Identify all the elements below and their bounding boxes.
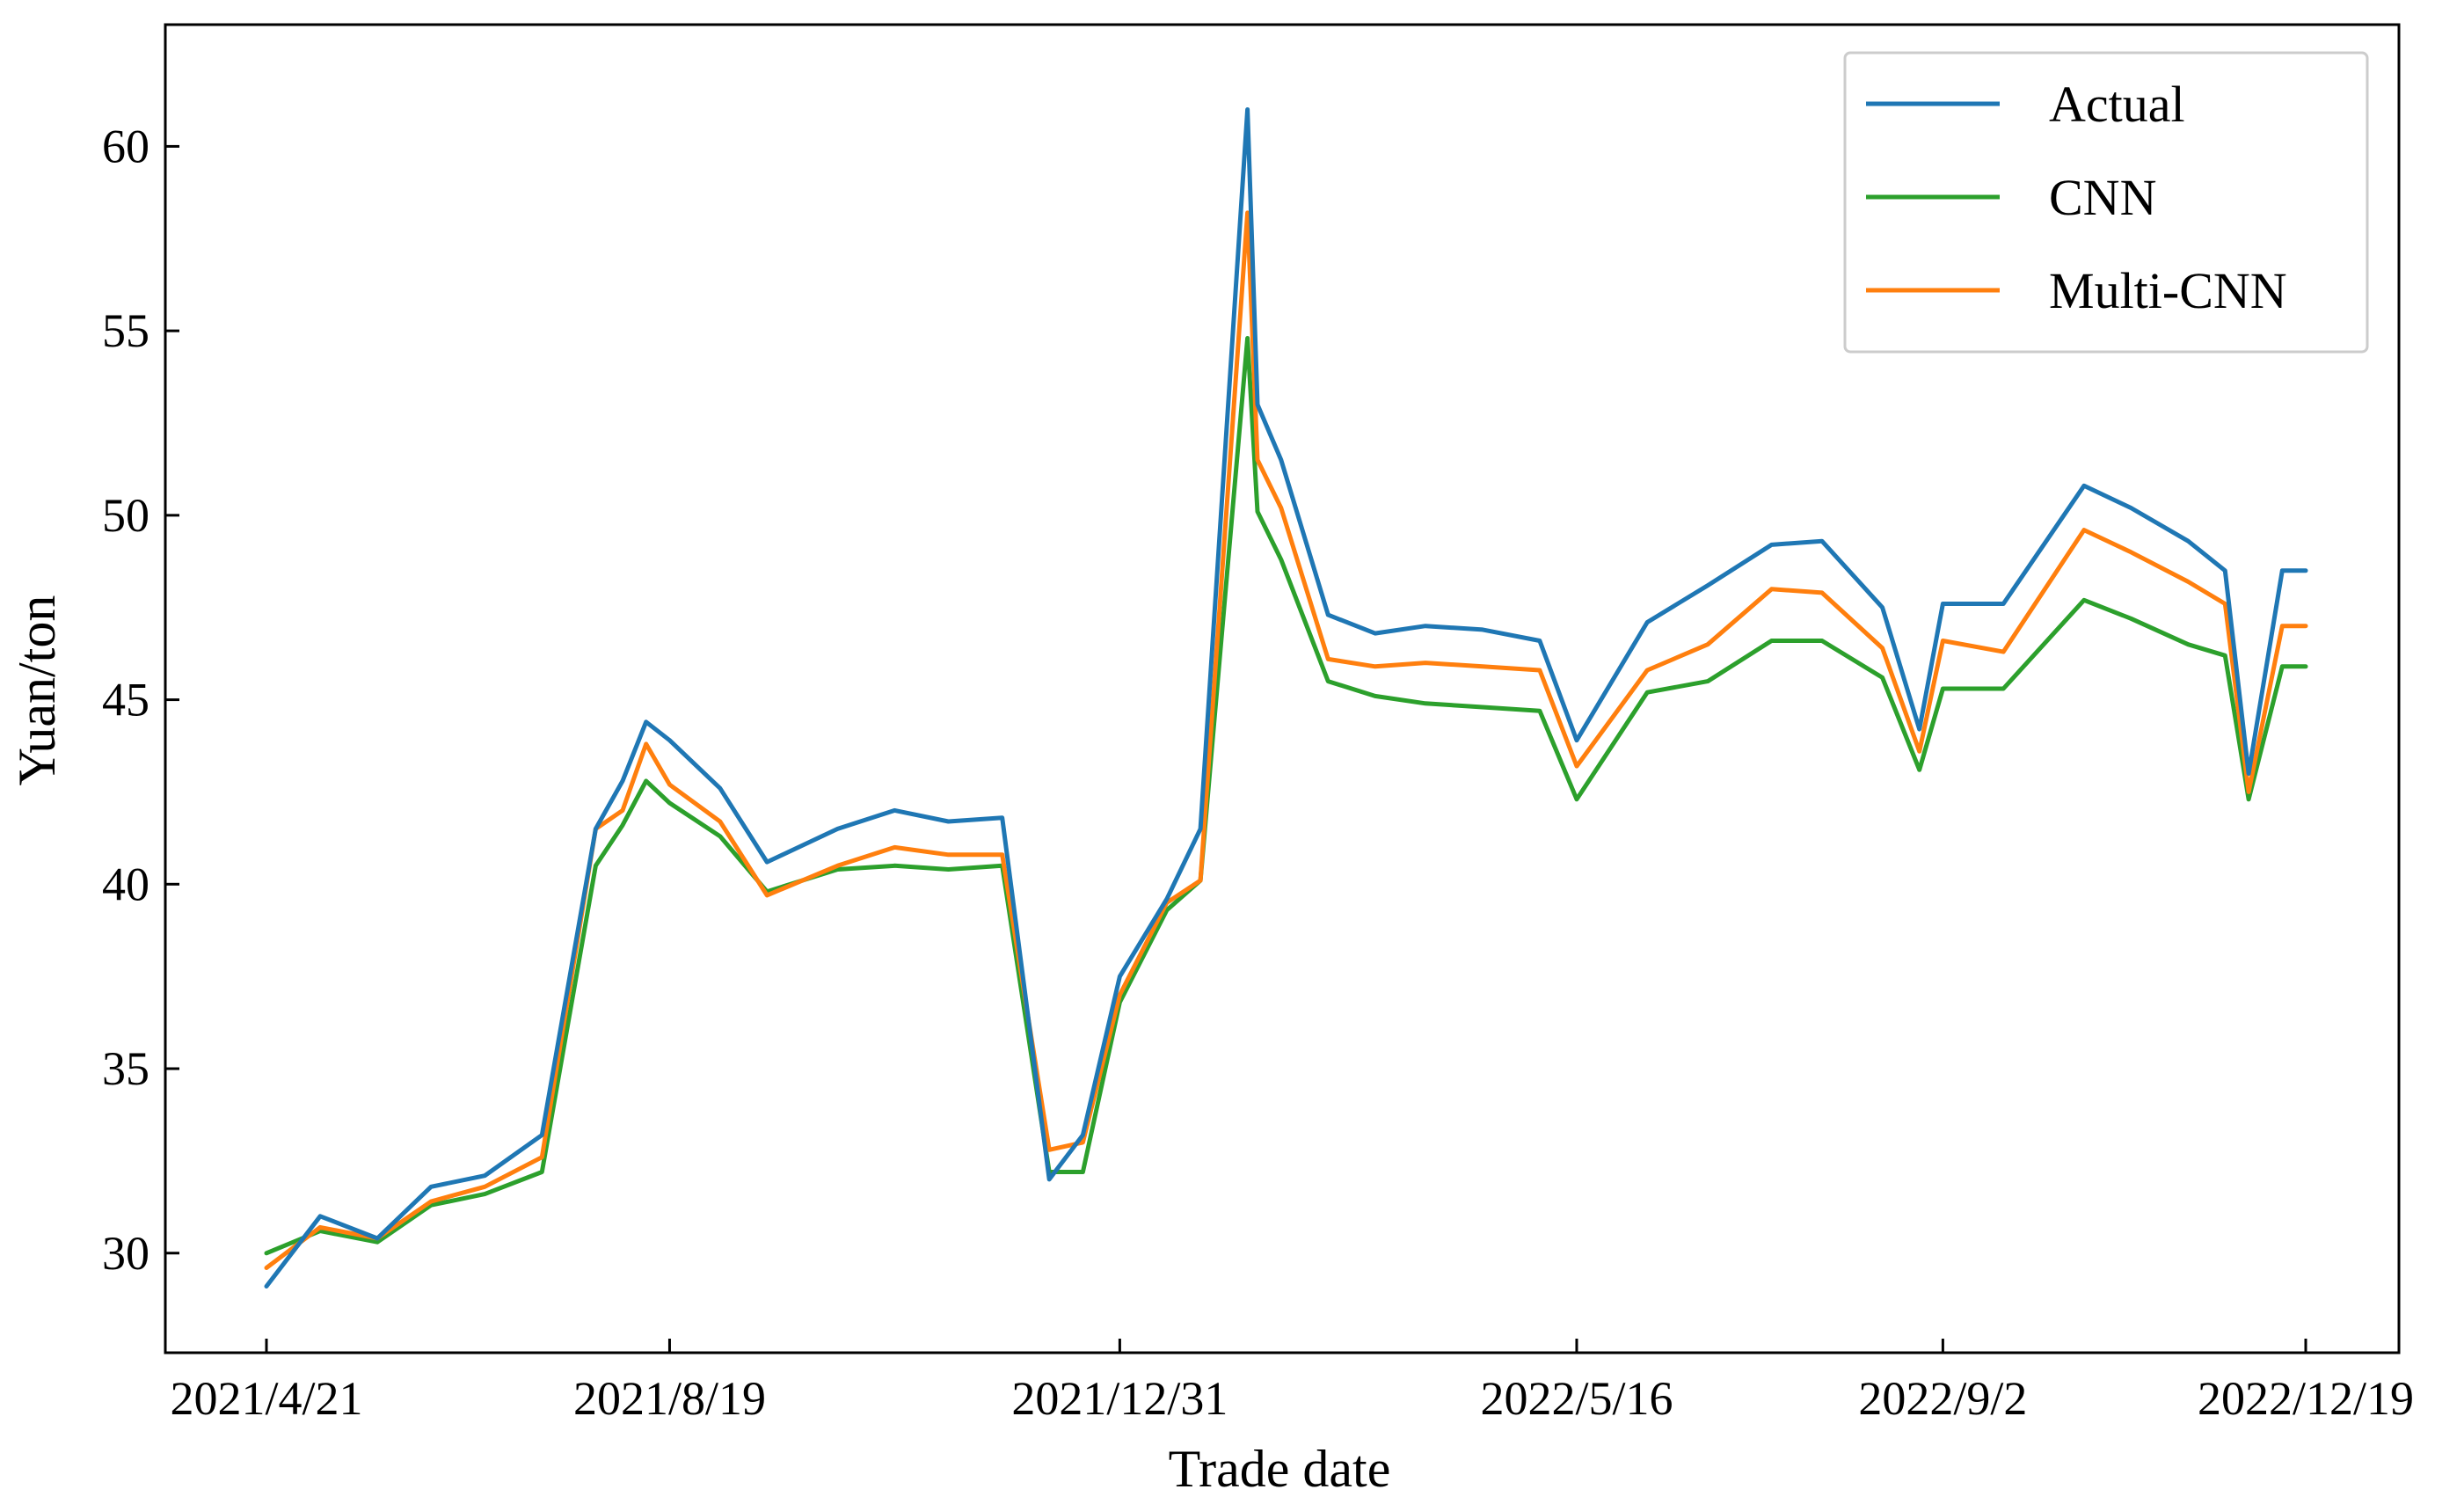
plot-frame bbox=[164, 23, 2401, 1354]
y-tick-label: 45 bbox=[102, 674, 149, 726]
x-tick-label: 2021/8/19 bbox=[573, 1372, 766, 1425]
legend-label-multi-cnn: Multi-CNN bbox=[2049, 262, 2287, 319]
series-layer bbox=[264, 107, 2308, 1289]
series-line-cnn bbox=[264, 336, 2308, 1256]
x-axis: 2021/4/21 2021/8/19 2021/12/31 2022/5/16 202… bbox=[170, 1339, 2414, 1425]
y-tick-label: 30 bbox=[102, 1227, 149, 1280]
y-tick-label: 55 bbox=[102, 304, 149, 357]
x-tick-label: 2021/12/31 bbox=[1011, 1372, 1228, 1425]
y-tick-label: 35 bbox=[102, 1042, 149, 1095]
x-tick-label: 2022/9/2 bbox=[1858, 1372, 2027, 1425]
legend-frame bbox=[1843, 51, 2369, 354]
x-tick-label: 2022/5/16 bbox=[1480, 1372, 1673, 1425]
y-tick-label: 60 bbox=[102, 120, 149, 172]
y-tick-label: 40 bbox=[102, 858, 149, 910]
legend: Actual CNN Multi-CNN bbox=[1843, 51, 2369, 354]
series-line-actual bbox=[264, 107, 2308, 1289]
x-axis-label: Trade date bbox=[1169, 1440, 1391, 1498]
y-tick-label: 50 bbox=[102, 489, 149, 542]
y-axis-label: Yuan/ton bbox=[8, 595, 66, 786]
x-tick-label: 2022/12/19 bbox=[2198, 1372, 2414, 1425]
y-axis: 30 35 40 45 50 55 60 bbox=[102, 120, 179, 1280]
x-tick-label: 2021/4/21 bbox=[170, 1372, 362, 1425]
legend-label-cnn: CNN bbox=[2049, 169, 2156, 226]
legend-label-actual: Actual bbox=[2049, 76, 2185, 133]
series-line-multi-cnn bbox=[264, 210, 2308, 1270]
